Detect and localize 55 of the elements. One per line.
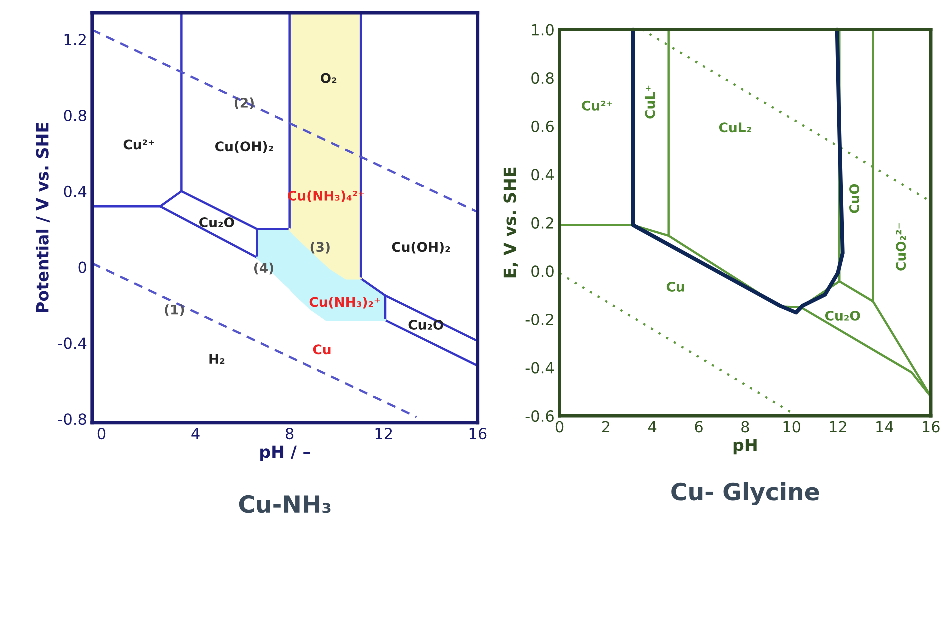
y-tick-label: 1.2 (64, 34, 86, 46)
y-tick-label: -0.4 (526, 362, 554, 374)
y-tick-label: -0.8 (58, 414, 86, 426)
annotation: (3) (310, 242, 330, 254)
y-tick-label: 0.4 (532, 169, 554, 181)
annotation: CuL₂ (719, 122, 752, 133)
annotation: Cu(NH₃)₂⁺ (310, 296, 380, 309)
x-tick-label: 2 (602, 421, 610, 433)
y-tick-label: 0 (78, 262, 86, 274)
annotation: H₂ (210, 354, 225, 364)
annotation: Cu(OH)₂ (392, 242, 450, 254)
annotation: Cu (313, 344, 331, 355)
y-tick-label: -0.2 (526, 314, 554, 326)
y-axis-title: Potential / V vs. SHE (36, 123, 50, 312)
x-axis-title: pH (734, 439, 757, 455)
x-tick-label: 14 (876, 421, 894, 433)
annotation: Cu₂O (408, 320, 444, 330)
x-tick-label: 12 (376, 428, 392, 440)
x-axis-title: pH / – (260, 446, 310, 462)
annotation: Cu²⁺ (582, 100, 612, 111)
x-tick-label: 6 (695, 421, 703, 433)
annotation: (1) (165, 304, 184, 316)
x-tick-label: 16 (470, 428, 487, 440)
y-tick-label: 0.0 (532, 266, 554, 278)
x-tick-label: 16 (923, 421, 940, 433)
x-tick-label: 10 (784, 421, 801, 433)
annotation: Cu₂O (200, 218, 234, 228)
x-tick-label: 0 (98, 428, 106, 440)
x-tick-label: 0 (556, 421, 564, 433)
x-tick-label: 4 (192, 428, 200, 440)
y-tick-label: 0.6 (532, 120, 554, 132)
y-tick-label: 0.2 (532, 217, 554, 229)
annotation: CuO (849, 184, 860, 214)
text: Cu- Glycine (672, 482, 820, 506)
annotation: O₂ (321, 73, 337, 84)
annotation: Cu²⁺ (124, 140, 154, 150)
annotation: (2) (234, 98, 254, 110)
annotation: Cu(OH)₂ (216, 141, 274, 154)
y-tick-label: 0.8 (532, 72, 554, 84)
y-axis-title: E, V vs. SHE (504, 168, 518, 278)
annotation: Cu (666, 282, 684, 292)
annotation: (4) (254, 262, 274, 275)
y-tick-label: -0.4 (58, 338, 87, 350)
text: Cu-NH₃ (239, 495, 331, 514)
y-tick-label: 0.4 (64, 186, 87, 198)
annotation: Cu₂O (826, 310, 860, 321)
y-tick-label: 0.8 (64, 110, 86, 122)
x-tick-label: 4 (648, 421, 657, 433)
x-tick-label: 8 (286, 428, 294, 440)
x-tick-label: 8 (742, 421, 750, 433)
annotation: CuL⁺ (645, 86, 656, 119)
x-tick-label: 12 (830, 421, 846, 433)
annotation: CuO₂²⁻ (896, 224, 906, 271)
y-tick-label: 1.0 (532, 24, 554, 36)
y-tick-label: -0.6 (526, 410, 554, 422)
